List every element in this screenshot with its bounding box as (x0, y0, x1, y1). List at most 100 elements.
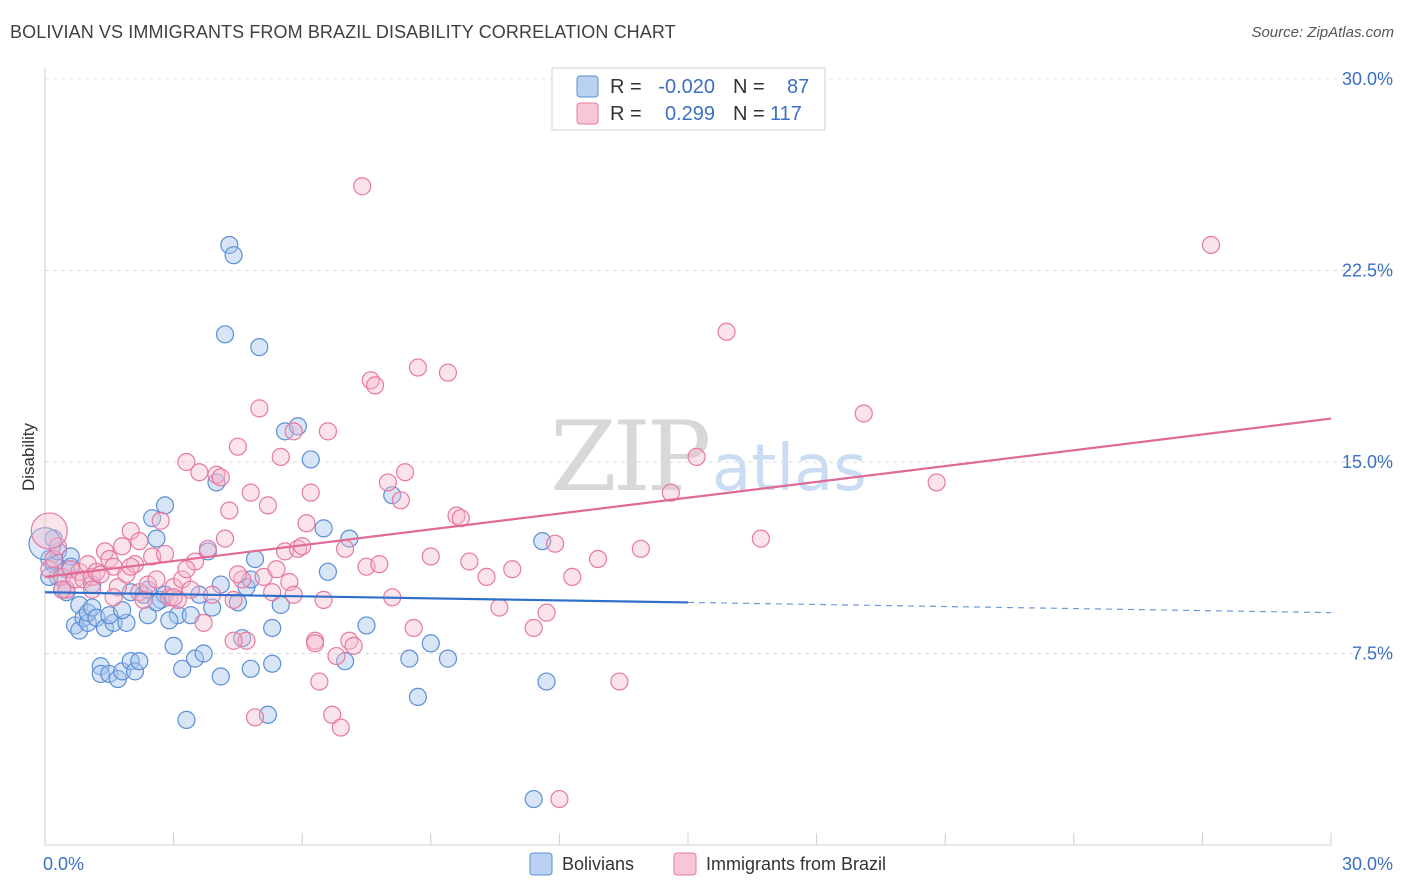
bolivians-point (203, 598, 222, 617)
brazil-point (113, 537, 132, 556)
bolivians-point (168, 606, 187, 625)
bolivians-point (224, 246, 243, 265)
bolivians-point (314, 519, 333, 538)
y-tick-label-3: 30.0% (1342, 69, 1393, 89)
brazil-point (305, 634, 325, 653)
bolivians-point (130, 652, 149, 671)
brazil-point (241, 483, 260, 502)
bottom-legend-label-pink: Immigrants from Brazil (706, 854, 886, 874)
watermark-zip: ZIP (550, 401, 709, 513)
brazil-point (267, 560, 286, 579)
brazil-point (323, 705, 342, 724)
brazil-point (177, 452, 196, 472)
x-tick-labels: 0.0% 30.0% (43, 854, 1393, 874)
brazil-point (327, 646, 346, 666)
brazil-point (524, 618, 543, 638)
brazil-point (537, 603, 556, 622)
bolivians-point (250, 338, 269, 357)
brazil-point (297, 514, 316, 533)
legend-n-label-blue: N = (733, 76, 765, 98)
x-tick-label-1: 30.0% (1342, 854, 1393, 874)
legend-n-label-pink: N = (733, 103, 765, 125)
legend-swatch-pink (576, 102, 599, 125)
gridlines (45, 78, 1392, 654)
brazil-point (588, 549, 608, 569)
watermark: ZIP atlas (550, 401, 867, 513)
brazil-point (224, 590, 243, 609)
bolivians-point (335, 652, 355, 671)
bolivians-point (421, 634, 440, 653)
brazil-point (53, 580, 72, 599)
brazil-point (155, 544, 175, 564)
brazil-point (503, 560, 522, 579)
brazil-point (378, 473, 398, 492)
bottom-legend-label-blue: Bolivians (562, 854, 634, 874)
bolivians-point (155, 496, 175, 515)
series-legend: Bolivians Immigrants from Brazil (529, 852, 886, 876)
brazil-point (211, 468, 230, 487)
brazil-point (563, 567, 582, 587)
brazil-point (198, 539, 217, 558)
bolivians-point (245, 549, 265, 569)
trend-lines (44, 417, 1332, 604)
brazil-point (83, 580, 102, 599)
bolivians-point (125, 662, 145, 681)
brazil-point (228, 565, 247, 584)
brazil-point (104, 588, 123, 607)
brazil-point (237, 631, 256, 650)
legend-r-value-pink: 0.299 (665, 103, 715, 125)
brazil-point (190, 463, 209, 482)
bolivians-point (160, 611, 179, 630)
brazil-point (391, 491, 410, 510)
bolivians-point (263, 654, 282, 673)
brazil-point (164, 588, 183, 607)
x-tick-label-0: 0.0% (43, 854, 84, 874)
bolivians-point (263, 618, 282, 638)
brazil-point (854, 404, 873, 423)
brazil-point (631, 539, 650, 558)
brazil-point (318, 422, 338, 441)
bolivians-point (113, 600, 132, 620)
brazil-point (404, 618, 423, 638)
brazil-point (108, 578, 127, 597)
axes (44, 68, 1332, 846)
bolivians-point (408, 687, 428, 707)
brazil-point (258, 496, 278, 515)
brazil-point (310, 672, 329, 691)
bolivians-point (524, 789, 543, 809)
legend-r-label-blue: R = (610, 76, 642, 98)
legend-n-value-blue: 87 (787, 76, 809, 98)
bolivians-point (173, 659, 192, 678)
bolivians-point (400, 649, 419, 668)
brazil-point (610, 672, 629, 691)
bolivians-point (220, 235, 239, 255)
brazil-point (395, 463, 415, 482)
brazil-point (250, 399, 269, 418)
brazil-point (370, 555, 389, 574)
legend-r-label-pink: R = (610, 103, 642, 125)
bottom-legend-swatch-pink (673, 852, 697, 876)
legend-n-value-pink: 117 (770, 103, 802, 125)
y-tick-label-2: 22.5% (1342, 261, 1393, 281)
brazil-point (215, 529, 235, 548)
brazil-point (1201, 235, 1221, 255)
y-tick-labels: 7.5% 15.0% 22.5% 30.0% (1342, 69, 1393, 664)
bottom-legend-swatch-blue (529, 852, 553, 876)
brazil-point (550, 789, 569, 809)
bolivians-point (185, 649, 205, 668)
brazil-point (314, 590, 333, 609)
brazil-point (661, 483, 680, 502)
brazil-point (331, 718, 350, 737)
watermark-atlas: atlas (712, 432, 867, 506)
brazil-point (687, 447, 706, 466)
brazil-point (717, 322, 736, 341)
brazil-point (460, 552, 479, 571)
y-tick-label-0: 7.5% (1352, 644, 1393, 664)
source-label: Source: ZipAtlas.com (1251, 24, 1394, 41)
bolivians-point (318, 562, 338, 581)
bolivians-point (357, 616, 376, 635)
brazil-point (147, 570, 166, 589)
brazil-point (177, 560, 196, 579)
brazil-point (344, 636, 363, 655)
